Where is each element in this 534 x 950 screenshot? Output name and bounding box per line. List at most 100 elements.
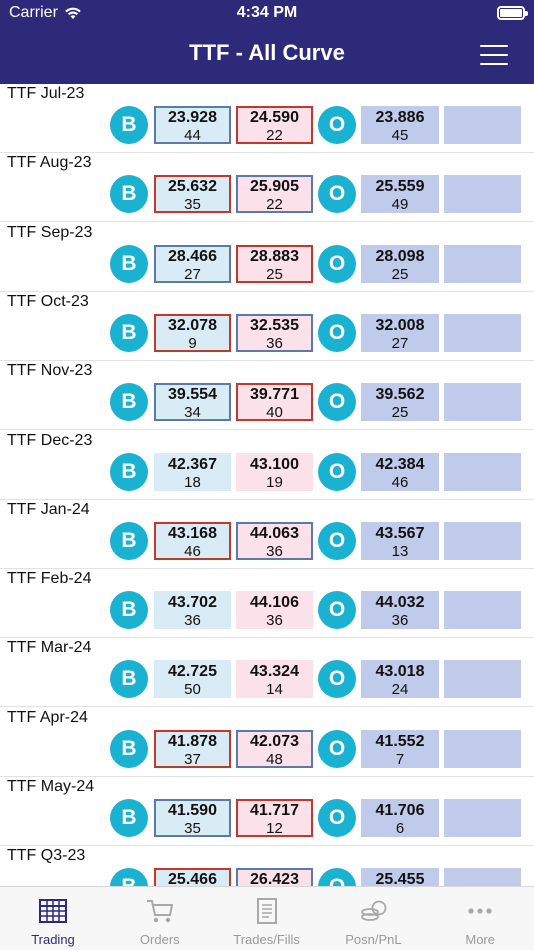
- tab-trading[interactable]: Trading: [0, 887, 106, 950]
- ask-cell[interactable]: 28.883 25: [236, 245, 313, 283]
- bid-cell[interactable]: 43.702 36: [154, 591, 231, 629]
- last-qty: 25: [391, 266, 409, 283]
- last-cell[interactable]: 32.008 27: [361, 314, 439, 352]
- bid-cell[interactable]: 25.632 35: [154, 175, 231, 213]
- last-cell[interactable]: 25.559 49: [361, 175, 439, 213]
- last-cell[interactable]: 43.567 13: [361, 522, 439, 560]
- last-qty: 36: [391, 612, 409, 629]
- buy-button[interactable]: B: [110, 591, 148, 629]
- other-button[interactable]: O: [318, 453, 356, 491]
- other-button[interactable]: O: [318, 383, 356, 421]
- ask-cell[interactable]: 32.535 36: [236, 314, 313, 352]
- bid-cell[interactable]: 41.878 37: [154, 730, 231, 768]
- ask-cell[interactable]: 26.423: [236, 868, 313, 886]
- last-price: 43.567: [375, 525, 425, 542]
- last-cell[interactable]: 41.706 6: [361, 799, 439, 837]
- ask-cell[interactable]: 44.063 36: [236, 522, 313, 560]
- ask-qty: 14: [266, 681, 283, 698]
- contract-label: TTF Aug-23: [7, 154, 92, 171]
- ask-cell[interactable]: 24.590 22: [236, 106, 313, 144]
- other-button[interactable]: O: [318, 868, 356, 886]
- curve-list[interactable]: TTF Jul-23 B 23.928 44 24.590 22 O 23.886 45 TTF …: [0, 84, 534, 886]
- last-cell[interactable]: 42.384 46: [361, 453, 439, 491]
- bid-cell[interactable]: 28.466 27: [154, 245, 231, 283]
- bid-price: 42.367: [168, 456, 217, 473]
- extra-cell[interactable]: [444, 868, 521, 886]
- last-cell[interactable]: 41.552 7: [361, 730, 439, 768]
- nav-header: Carrier 4:34 PM TTF - All Curve: [0, 0, 534, 84]
- bid-cell[interactable]: 41.590 35: [154, 799, 231, 837]
- ask-price: 32.535: [250, 317, 299, 334]
- ask-price: 26.423: [250, 871, 299, 886]
- buy-button[interactable]: B: [110, 522, 148, 560]
- extra-cell[interactable]: [444, 730, 521, 768]
- extra-cell[interactable]: [444, 383, 521, 421]
- ask-cell[interactable]: 25.905 22: [236, 175, 313, 213]
- last-cell[interactable]: 44.032 36: [361, 591, 439, 629]
- bid-cell[interactable]: 42.367 18: [154, 453, 231, 491]
- other-button[interactable]: O: [318, 175, 356, 213]
- other-button[interactable]: O: [318, 522, 356, 560]
- ask-price: 39.771: [250, 386, 299, 403]
- other-button[interactable]: O: [318, 314, 356, 352]
- last-cell[interactable]: 39.562 25: [361, 383, 439, 421]
- carrier-status: Carrier: [9, 4, 82, 22]
- other-button[interactable]: O: [318, 591, 356, 629]
- ask-cell[interactable]: 42.073 48: [236, 730, 313, 768]
- buy-button[interactable]: B: [110, 175, 148, 213]
- ask-price: 25.905: [250, 178, 299, 195]
- tab-trades-fills[interactable]: Trades/Fills: [214, 887, 320, 950]
- last-cell[interactable]: 43.018 24: [361, 660, 439, 698]
- hamburger-menu-icon[interactable]: [480, 44, 508, 66]
- buy-button[interactable]: B: [110, 383, 148, 421]
- last-qty: 13: [391, 543, 409, 560]
- ask-cell[interactable]: 44.106 36: [236, 591, 313, 629]
- last-price: 25.559: [375, 178, 425, 195]
- curve-row: TTF Jul-23 B 23.928 44 24.590 22 O 23.886 45: [0, 84, 534, 153]
- last-cell[interactable]: 25.455: [361, 868, 439, 886]
- buy-button[interactable]: B: [110, 730, 148, 768]
- extra-cell[interactable]: [444, 591, 521, 629]
- ask-cell[interactable]: 43.324 14: [236, 660, 313, 698]
- buy-button[interactable]: B: [110, 799, 148, 837]
- buy-button[interactable]: B: [110, 106, 148, 144]
- buy-button[interactable]: B: [110, 314, 148, 352]
- tab-label: Posn/PnL: [345, 932, 402, 947]
- ask-cell[interactable]: 41.717 12: [236, 799, 313, 837]
- extra-cell[interactable]: [444, 175, 521, 213]
- buy-button[interactable]: B: [110, 868, 148, 886]
- ask-cell[interactable]: 39.771 40: [236, 383, 313, 421]
- bid-cell[interactable]: 25.466: [154, 868, 231, 886]
- ask-cell[interactable]: 43.100 19: [236, 453, 313, 491]
- bid-cell[interactable]: 23.928 44: [154, 106, 231, 144]
- bid-cell[interactable]: 39.554 34: [154, 383, 231, 421]
- status-bar: Carrier 4:34 PM: [0, 0, 534, 30]
- last-cell[interactable]: 28.098 25: [361, 245, 439, 283]
- extra-cell[interactable]: [444, 799, 521, 837]
- extra-cell[interactable]: [444, 660, 521, 698]
- last-price: 41.552: [375, 733, 425, 750]
- bid-cell[interactable]: 42.725 50: [154, 660, 231, 698]
- buy-button[interactable]: B: [110, 660, 148, 698]
- tab-more[interactable]: More: [427, 887, 533, 950]
- bid-qty: 44: [184, 127, 201, 144]
- buy-button[interactable]: B: [110, 453, 148, 491]
- bid-cell[interactable]: 43.168 46: [154, 522, 231, 560]
- other-button[interactable]: O: [318, 245, 356, 283]
- tab-orders[interactable]: Orders: [107, 887, 213, 950]
- extra-cell[interactable]: [444, 314, 521, 352]
- tab-posn-pnl[interactable]: Posn/PnL: [320, 887, 426, 950]
- extra-cell[interactable]: [444, 245, 521, 283]
- buy-button[interactable]: B: [110, 245, 148, 283]
- last-cell[interactable]: 23.886 45: [361, 106, 439, 144]
- extra-cell[interactable]: [444, 453, 521, 491]
- other-button[interactable]: O: [318, 730, 356, 768]
- other-button[interactable]: O: [318, 660, 356, 698]
- other-button[interactable]: O: [318, 799, 356, 837]
- extra-cell[interactable]: [444, 106, 521, 144]
- ask-price: 24.590: [250, 109, 299, 126]
- bid-price: 25.632: [168, 178, 217, 195]
- bid-cell[interactable]: 32.078 9: [154, 314, 231, 352]
- extra-cell[interactable]: [444, 522, 521, 560]
- other-button[interactable]: O: [318, 106, 356, 144]
